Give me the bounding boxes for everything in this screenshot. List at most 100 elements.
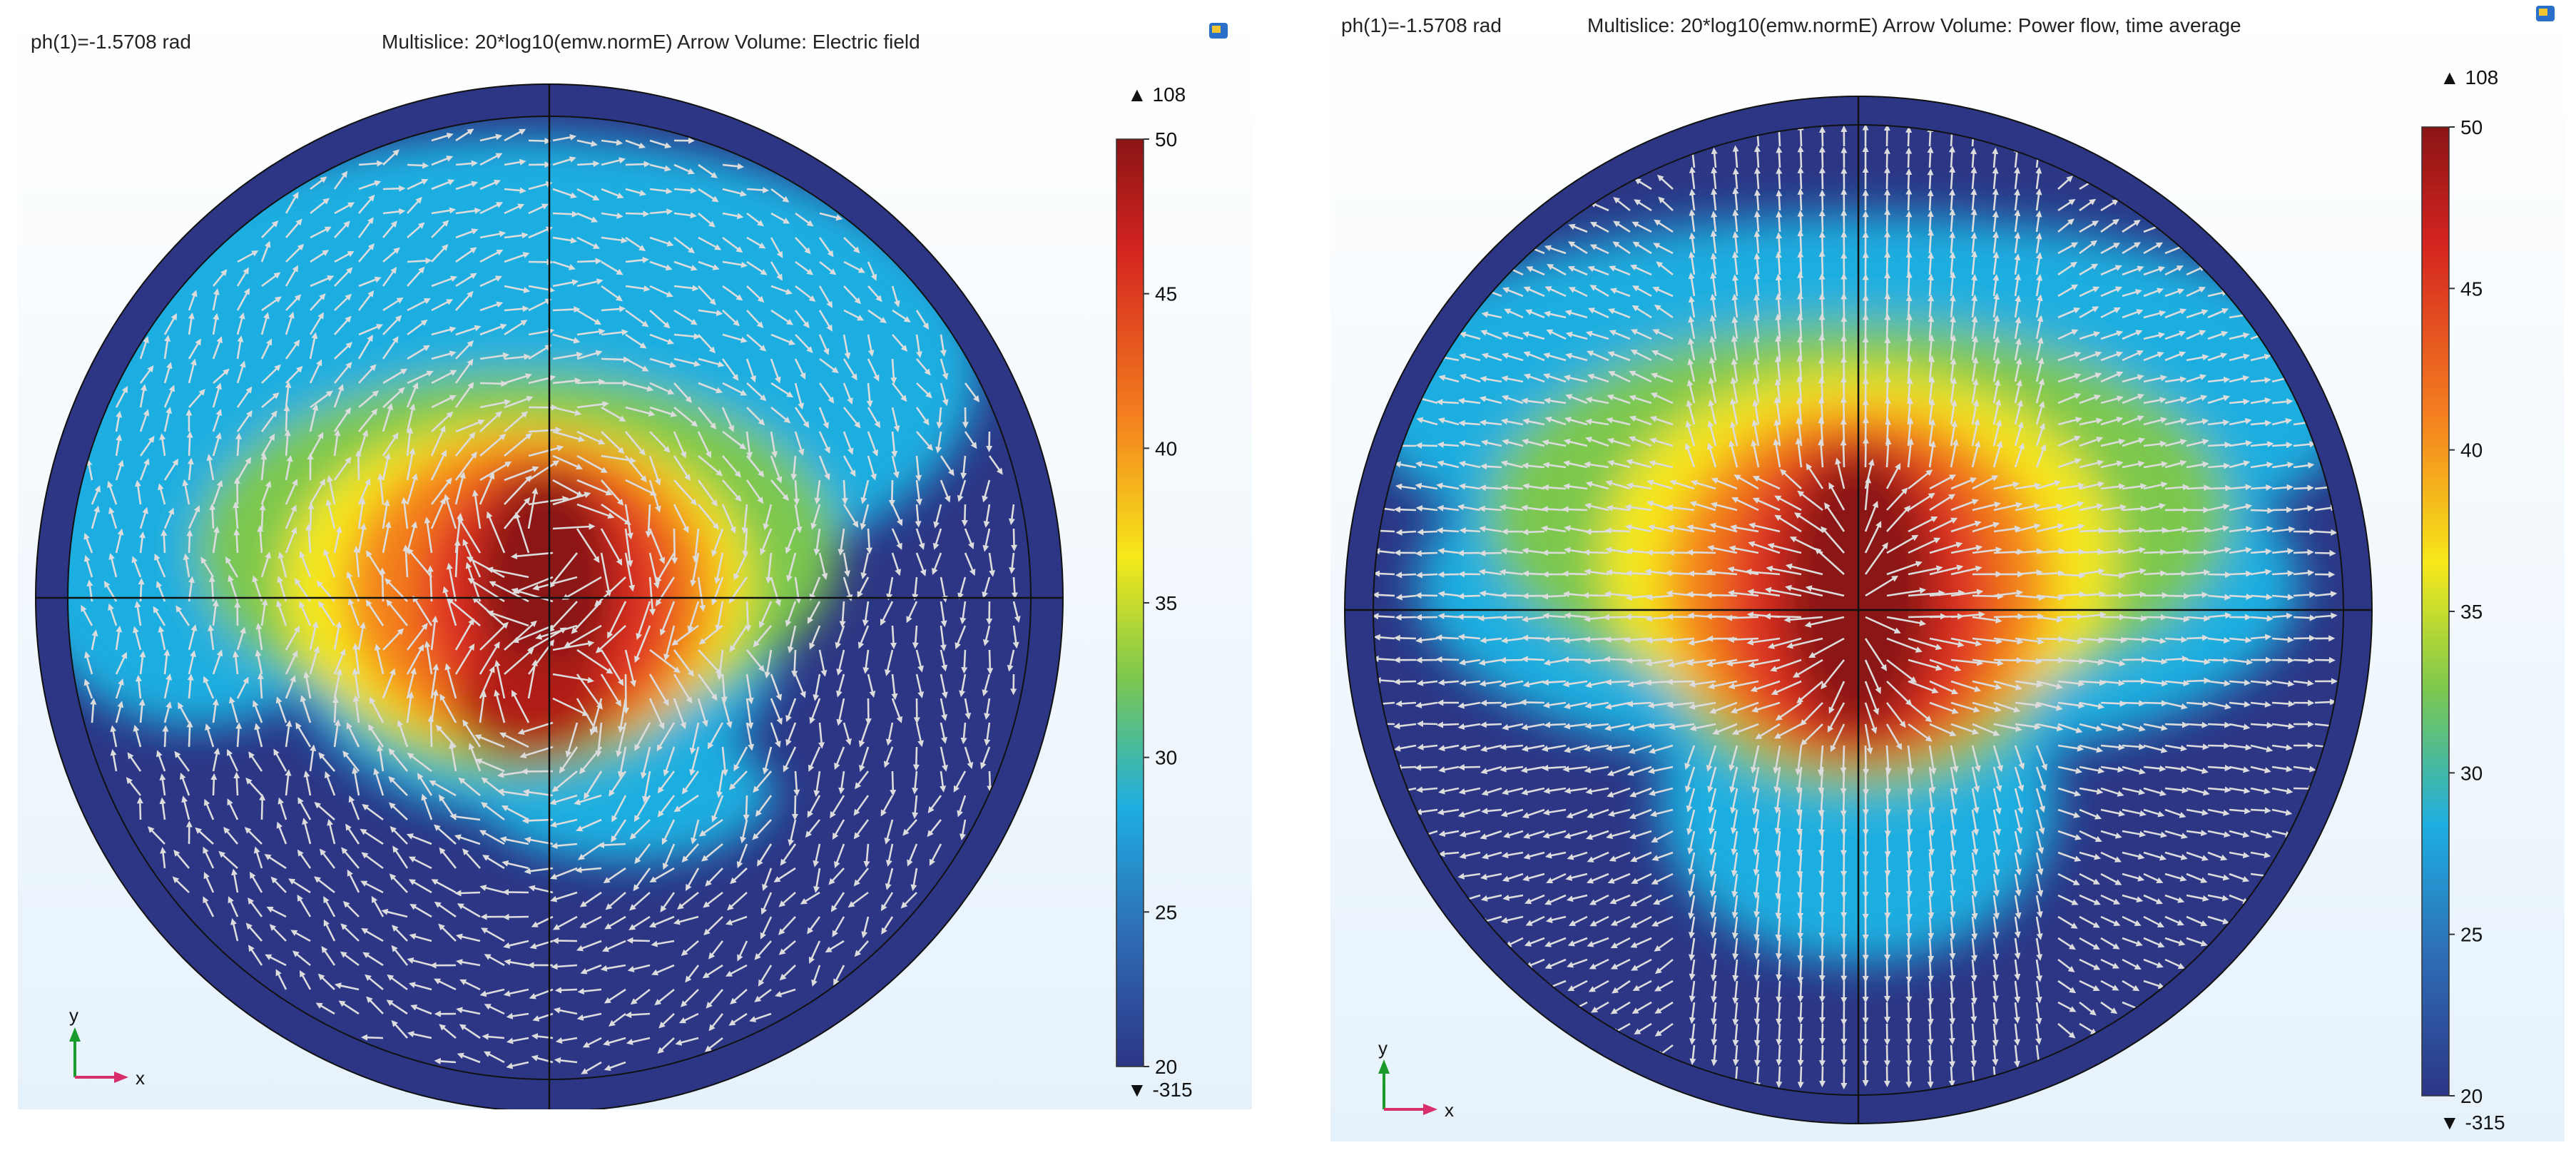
field-arrow <box>746 236 766 249</box>
field-arrow <box>698 188 719 203</box>
field-arrow <box>139 435 155 457</box>
field-arrow <box>431 179 455 190</box>
field-arrow <box>890 625 897 650</box>
field-arrow <box>1818 357 1826 382</box>
field-arrow <box>964 528 974 549</box>
field-arrow <box>334 267 353 287</box>
field-arrow <box>1753 1066 1761 1089</box>
field-arrow <box>576 350 603 360</box>
field-arrow <box>552 377 581 385</box>
field-arrow <box>163 385 175 408</box>
field-arrow <box>597 842 626 849</box>
field-arrow <box>1927 980 1934 1005</box>
field-arrow <box>1519 698 1545 706</box>
field-arrow <box>625 406 656 417</box>
field-arrow <box>1884 830 1891 858</box>
field-arrow <box>504 466 539 482</box>
field-arrow <box>2271 701 2295 708</box>
field-arrow <box>1543 721 1567 728</box>
colorbar-max-label: ▲ 108 <box>1127 83 1186 106</box>
field-arrow <box>1840 396 1847 425</box>
field-arrow <box>235 432 243 457</box>
field-arrow <box>2207 721 2231 728</box>
field-arrow <box>431 132 454 142</box>
field-arrow <box>1373 634 1395 641</box>
field-arrow <box>795 334 813 353</box>
colorbar-tick-label: 35 <box>2460 601 2483 623</box>
field-arrow <box>455 325 482 336</box>
field-arrow <box>382 315 402 335</box>
field-arrow <box>1818 209 1826 233</box>
field-arrow <box>455 228 479 239</box>
field-arrow <box>698 236 722 250</box>
field-arrow <box>358 324 384 336</box>
field-arrow <box>746 186 770 194</box>
field-arrow <box>760 528 773 556</box>
field-arrow <box>283 405 290 432</box>
field-arrow <box>576 258 602 265</box>
field-arrow <box>163 458 179 481</box>
field-arrow <box>2100 591 2125 599</box>
field-arrow <box>1818 916 1826 940</box>
field-arrow <box>139 507 148 529</box>
field-arrow <box>576 278 604 288</box>
field-arrow <box>698 285 716 305</box>
field-arrow <box>842 504 859 528</box>
field-arrow <box>162 725 169 748</box>
field-arrow <box>1948 1066 1955 1087</box>
field-arrow <box>2207 657 2230 664</box>
field-arrow <box>334 342 353 360</box>
field-arrow <box>673 333 701 340</box>
field-arrow <box>188 505 200 529</box>
field-arrow <box>698 455 723 477</box>
field-arrow <box>552 260 576 270</box>
window-corner-icon[interactable] <box>2536 6 2555 21</box>
field-arrow <box>161 529 168 554</box>
field-arrow <box>1008 504 1015 526</box>
field-arrow <box>867 358 880 382</box>
colorbar <box>2421 126 2450 1097</box>
field-arrow <box>2186 721 2209 728</box>
field-arrow <box>504 232 529 239</box>
field-arrow <box>1776 167 1783 190</box>
field-arrow <box>743 795 750 822</box>
field-arrow <box>1883 166 1891 190</box>
field-arrow <box>770 261 783 281</box>
field-arrow <box>648 528 666 564</box>
field-arrow <box>455 340 474 360</box>
field-arrow <box>698 334 716 354</box>
field-arrow <box>1818 230 1826 254</box>
field-arrow <box>770 382 794 398</box>
field-arrow <box>1732 1044 1739 1067</box>
field-arrow <box>2314 549 2336 557</box>
field-arrow <box>2143 570 2167 577</box>
field-arrow <box>1905 188 1913 211</box>
field-arrow <box>108 507 118 529</box>
field-arrow <box>576 430 606 445</box>
field-arrow <box>334 220 350 238</box>
field-arrow <box>528 444 564 457</box>
field-arrow <box>2293 549 2314 556</box>
field-arrow <box>860 479 870 504</box>
field-arrow <box>790 455 798 481</box>
field-arrow <box>212 312 220 335</box>
field-arrow <box>1604 678 1631 686</box>
window-corner-icon[interactable] <box>1209 23 1228 39</box>
field-arrow <box>431 326 457 336</box>
field-arrow <box>746 334 767 352</box>
field-arrow <box>649 163 671 172</box>
field-arrow <box>1884 250 1891 275</box>
field-arrow <box>1818 1044 1826 1067</box>
field-arrow <box>1818 980 1826 1003</box>
field-arrow <box>1753 189 1761 211</box>
field-arrow <box>1948 146 1955 168</box>
field-arrow <box>932 528 942 550</box>
field-arrow <box>2271 636 2294 643</box>
field-arrow <box>2036 636 2065 643</box>
field-arrow <box>601 236 628 244</box>
field-arrow <box>454 451 477 481</box>
field-arrow <box>134 479 142 505</box>
field-arrow <box>528 375 556 385</box>
field-arrow <box>427 565 434 602</box>
field-arrow <box>259 793 266 820</box>
